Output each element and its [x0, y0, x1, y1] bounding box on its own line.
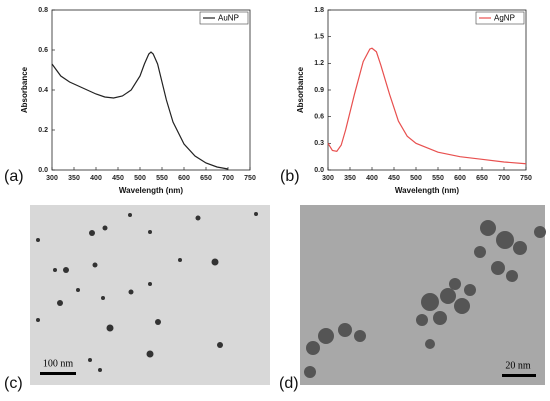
y-tick-label: 1.5: [314, 34, 324, 41]
x-tick-label: 600: [454, 175, 466, 182]
plot-frame: [51, 9, 251, 171]
data-line: [327, 47, 527, 165]
y-tick-label: 1.2: [314, 60, 324, 67]
y-tick-label: 0.6: [314, 114, 324, 121]
particles: [304, 220, 546, 378]
x-tick-label: 350: [344, 175, 356, 182]
x-axis-label: Wavelength (nm): [119, 186, 183, 195]
x-tick-label: 750: [520, 175, 532, 182]
x-tick-label: 750: [244, 175, 256, 182]
x-axis-label: Wavelength (nm): [395, 186, 459, 195]
y-tick-label: 0.4: [38, 87, 48, 94]
particles: [36, 212, 258, 372]
legend-label: AgNP: [494, 14, 515, 23]
x-tick-label: 500: [410, 175, 422, 182]
x-tick-label: 550: [432, 175, 444, 182]
y-tick-label: 0.8: [38, 7, 48, 14]
x-tick-label: 300: [322, 175, 334, 182]
legend-label: AuNP: [218, 14, 239, 23]
plot-frame: [327, 9, 527, 171]
panel-label: (b): [280, 168, 300, 185]
y-tick-label: 0.6: [38, 47, 48, 54]
y-axis-label: Absorbance: [20, 66, 29, 113]
legend-box: [199, 11, 249, 25]
chart: 300 350 400 450 500 550 600 650 700 750 0.0 0.3 0.6 0…: [280, 7, 532, 195]
x-tick-label: 700: [222, 175, 234, 182]
x-tick-label: 400: [366, 175, 378, 182]
scale-bar: [502, 374, 536, 377]
x-tick-label: 450: [388, 175, 400, 182]
scale-bar-label: 20 nm: [505, 360, 531, 371]
x-tick-label: 300: [46, 175, 58, 182]
scale-bar-label: 100 nm: [43, 358, 74, 369]
legend-box: [475, 11, 525, 25]
data-line: [51, 51, 229, 170]
y-tick-label: 1.8: [314, 7, 324, 14]
chart: 300 350 400 450 500 550 600 650 700 750 0.0 0.2 0.4 0…: [4, 7, 256, 195]
x-tick-label: 550: [156, 175, 168, 182]
x-tick-label: 500: [134, 175, 146, 182]
panel-label: (d): [279, 375, 299, 392]
panel-label: (c): [4, 375, 23, 392]
x-tick-label: 450: [112, 175, 124, 182]
tem-image-d: 20 nm (d): [279, 205, 546, 392]
x-tick-label: 350: [68, 175, 80, 182]
x-tick-label: 700: [498, 175, 510, 182]
x-tick-label: 650: [200, 175, 212, 182]
x-tick-label: 400: [90, 175, 102, 182]
panel-label: (a): [4, 168, 24, 185]
tem-image-c: 100 nm (c): [4, 205, 270, 392]
x-tick-label: 650: [476, 175, 488, 182]
y-tick-label: 0.0: [314, 167, 324, 174]
x-tick-label: 600: [178, 175, 190, 182]
y-axis-label: Absorbance: [296, 66, 305, 113]
y-tick-label: 0.2: [38, 127, 48, 134]
y-tick-label: 0.0: [38, 167, 48, 174]
scale-bar: [40, 372, 76, 375]
y-tick-label: 0.9: [314, 87, 324, 94]
y-tick-label: 0.3: [314, 140, 324, 147]
